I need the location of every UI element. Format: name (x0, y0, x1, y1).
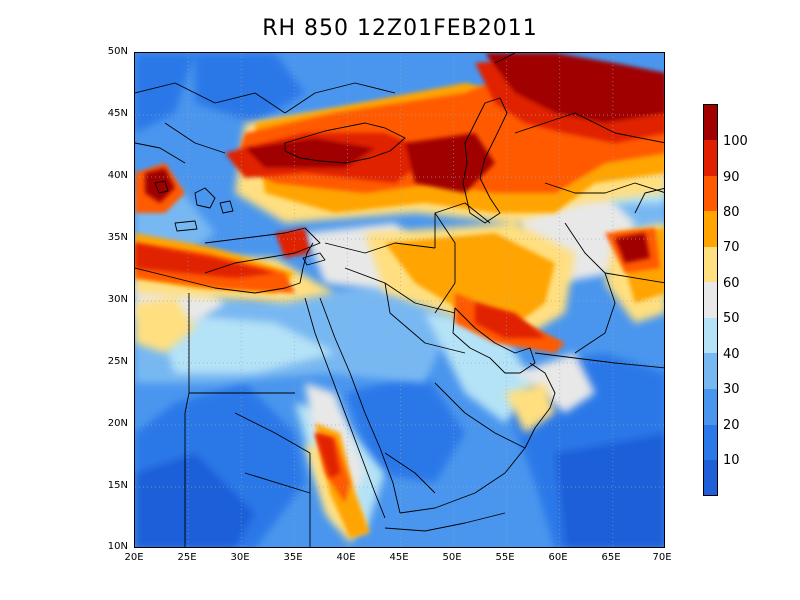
lon-label-25e: 25E (177, 552, 197, 563)
colorbar-label-80: 80 (723, 205, 740, 220)
colorbar-segment-6 (704, 247, 717, 282)
lat-label-45n: 45N (107, 108, 128, 119)
colorbar-label-60: 60 (723, 276, 740, 291)
colorbar (703, 104, 718, 496)
colorbar-segment-1 (704, 425, 717, 460)
lon-label-35e: 35E (283, 552, 303, 563)
lon-label-65e: 65E (601, 552, 621, 563)
lat-label-10n: 10N (107, 541, 128, 552)
lat-label-50n: 50N (107, 46, 128, 57)
lat-label-20n: 20N (107, 418, 128, 429)
lat-label-25n: 25N (107, 356, 128, 367)
lat-label-30n: 30N (107, 294, 128, 305)
lon-label-55e: 55E (495, 552, 515, 563)
lon-label-50e: 50E (442, 552, 462, 563)
colorbar-label-70: 70 (723, 240, 740, 255)
map-title: RH 850 12Z01FEB2011 (262, 16, 538, 41)
lon-label-30e: 30E (230, 552, 250, 563)
colorbar-label-90: 90 (723, 170, 740, 185)
lat-label-15n: 15N (107, 480, 128, 491)
colorbar-segment-4 (704, 318, 717, 353)
colorbar-label-30: 30 (723, 382, 740, 397)
colorbar-segment-7 (704, 211, 717, 247)
lon-label-20e: 20E (124, 552, 144, 563)
colorbar-segment-10 (704, 105, 717, 140)
colorbar-label-100: 100 (723, 134, 748, 149)
lat-label-40n: 40N (107, 170, 128, 181)
colorbar-label-20: 20 (723, 418, 740, 433)
colorbar-label-10: 10 (723, 453, 740, 468)
lon-label-45e: 45E (389, 552, 409, 563)
colorbar-segment-3 (704, 353, 717, 389)
colorbar-segment-8 (704, 176, 717, 211)
colorbar-label-50: 50 (723, 311, 740, 326)
colorbar-segment-9 (704, 140, 717, 176)
colorbar-segment-5 (704, 282, 717, 318)
colorbar-label-40: 40 (723, 347, 740, 362)
lon-label-40e: 40E (336, 552, 356, 563)
colorbar-segment-0 (704, 460, 717, 495)
rh-field (135, 53, 664, 547)
lat-label-35n: 35N (107, 232, 128, 243)
lon-label-60e: 60E (548, 552, 568, 563)
rh-map (134, 52, 665, 548)
lon-label-70e: 70E (652, 552, 672, 563)
colorbar-segment-2 (704, 389, 717, 425)
